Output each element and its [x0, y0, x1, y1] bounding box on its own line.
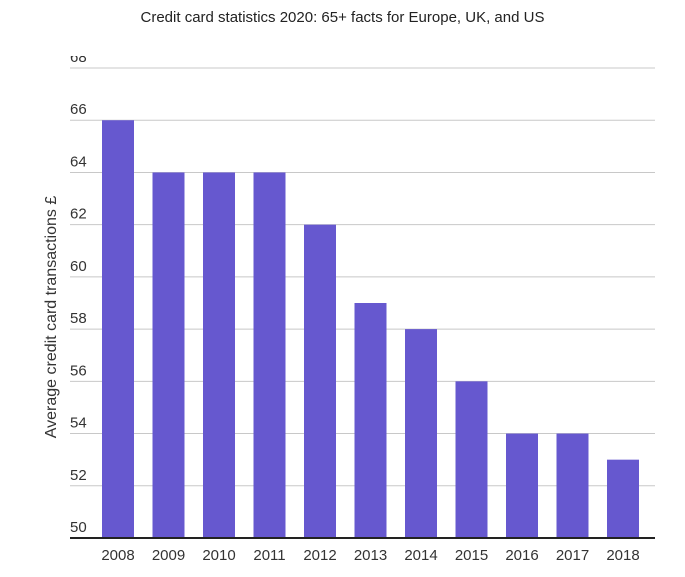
bar-2009 — [152, 172, 185, 538]
y-tick-label: 58 — [70, 310, 87, 327]
bar-chart: 50 52 54 56 58 60 62 64 66 68 2008 2009 2010 2011 201… — [43, 56, 655, 564]
chart-area: 50 52 54 56 58 60 62 64 66 68 2008 2009 2010 2011 201… — [0, 56, 685, 577]
y-tick-label: 62 — [70, 206, 87, 223]
bars — [102, 120, 639, 538]
y-tick-label: 64 — [70, 153, 87, 170]
bar-2011 — [253, 172, 286, 538]
y-tick-label: 66 — [70, 101, 87, 118]
x-tick-label: 2009 — [152, 547, 185, 564]
y-tick-label: 54 — [70, 415, 87, 432]
bar-2015 — [455, 381, 488, 538]
page-header: Credit card statistics 2020: 65+ facts f… — [0, 0, 685, 56]
bar-2010 — [203, 172, 235, 538]
x-tick-label: 2011 — [253, 547, 285, 564]
x-tick-label: 2012 — [303, 547, 336, 564]
x-tick-label: 2016 — [505, 547, 538, 564]
y-tick-label: 60 — [70, 258, 87, 275]
x-tick-label: 2010 — [202, 547, 235, 564]
page-title: Credit card statistics 2020: 65+ facts f… — [140, 9, 545, 26]
y-tick-labels: 50 52 54 56 58 60 62 64 66 68 — [70, 56, 87, 536]
y-tick-label: 50 — [70, 519, 87, 536]
x-tick-label: 2008 — [101, 547, 134, 564]
x-tick-labels: 2008 2009 2010 2011 2012 2013 2014 2015 2016 2017… — [101, 547, 639, 564]
x-tick-label: 2017 — [556, 547, 589, 564]
bar-2017 — [556, 433, 589, 538]
bar-2012 — [304, 224, 336, 538]
bar-2014 — [405, 329, 437, 538]
x-tick-label: 2014 — [404, 547, 437, 564]
x-tick-label: 2018 — [606, 547, 639, 564]
bar-2016 — [506, 433, 538, 538]
y-tick-label: 68 — [70, 56, 87, 66]
x-tick-label: 2015 — [455, 547, 488, 564]
y-axis-title: Average credit card transactions £ — [43, 196, 60, 439]
bar-2018 — [607, 459, 639, 538]
x-tick-label: 2013 — [354, 547, 387, 564]
bar-2008 — [102, 120, 134, 538]
y-tick-label: 52 — [70, 467, 87, 484]
bar-2013 — [354, 303, 387, 538]
y-tick-label: 56 — [70, 362, 87, 379]
